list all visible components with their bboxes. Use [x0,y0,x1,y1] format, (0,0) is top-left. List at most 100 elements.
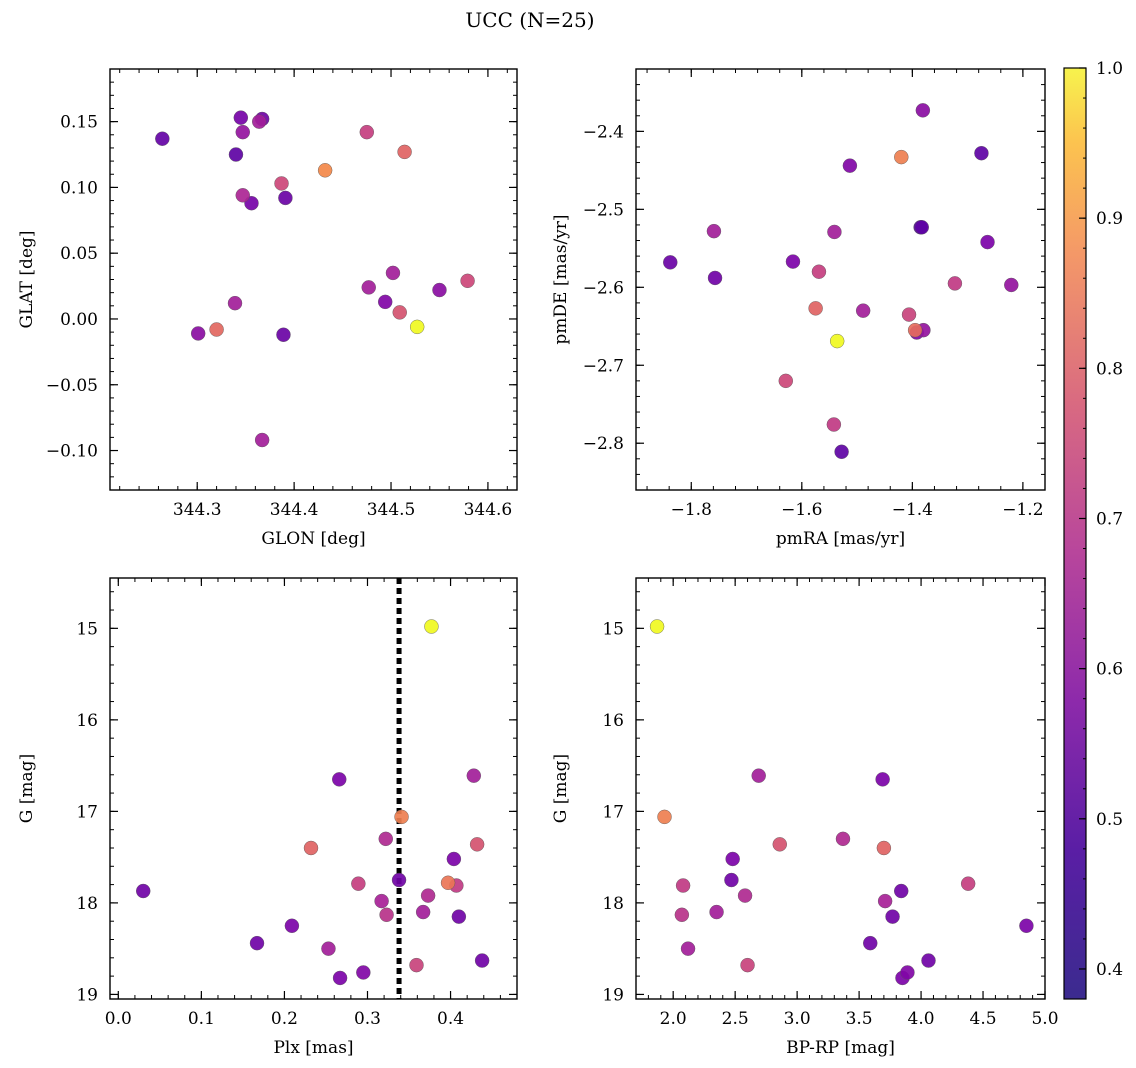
data-point [707,270,723,286]
data-point [907,322,923,338]
data-point [359,124,374,140]
x-tick-label: 3.5 [846,1009,873,1029]
panel-bprp-g: 2.0 2.5 3.0 3.5 4.0 4.5 5.0 15 16 17 18 19 BP-RP [ma… [551,577,1059,1058]
data-point [378,831,393,847]
colorbar: 0.4 0.5 0.6 0.7 0.8 0.9 1.0 [1063,59,1123,1000]
data-point [900,965,915,980]
data-point [356,965,371,980]
x-tick-label: 344.4 [270,500,319,520]
y-axis-label: GLAT [deg] [17,230,37,328]
data-point [649,619,665,634]
data-point [894,149,909,165]
data-point [675,878,691,893]
data-point [680,941,696,956]
data-point [772,837,787,852]
x-tick-label: 344.6 [464,500,513,520]
data-point [235,188,250,203]
x-tick-label: 0.2 [271,1009,298,1029]
data-point [915,103,931,118]
colorbar-tick-label: 0.6 [1096,660,1123,680]
data-point [842,158,858,173]
x-tick-label: −1.4 [892,500,933,520]
axes-frame [635,577,1046,1000]
data-point [424,619,439,634]
data-point [397,144,412,160]
panel-plx-g: 0.0 0.1 0.2 0.3 0.4 15 16 17 18 19 Plx [mas] G [mag… [17,577,518,1058]
y-tick-label: −2.6 [583,278,624,298]
data-point [706,223,722,239]
x-tick-label: 4.5 [970,1009,997,1029]
data-point [351,876,366,891]
data-point [317,163,333,178]
y-tick-label: 17 [76,802,98,822]
data-point [254,432,270,448]
data-point [252,114,267,129]
colorbar-tick-label: 0.8 [1096,359,1123,379]
x-axis-label: GLON [deg] [261,529,365,549]
data-point [446,851,462,867]
data-point [829,333,845,349]
x-axis-label: Plx [mas] [273,1038,353,1058]
data-point [409,319,425,335]
data-point [155,131,170,146]
data-point [190,326,206,341]
data-point [303,840,319,856]
data-point [332,772,347,787]
data-point [834,444,849,459]
data-point [276,327,291,342]
y-tick-label: −2.5 [583,200,624,220]
data-point [724,872,739,888]
colorbar-tick-label: 0.9 [1096,209,1123,229]
y-tick-label: 0.10 [60,178,98,198]
data-point [466,768,482,783]
x-tick-label: 0.0 [105,1009,132,1029]
colorbar-gradient [1063,67,1087,1000]
x-tick-label: −1.2 [1002,500,1043,520]
y-tick-label: 18 [76,894,98,914]
y-tick-label: −2.7 [583,356,624,376]
y-tick-label: −2.4 [583,122,624,142]
y-tick-label: 17 [602,802,624,822]
y-tick-label: −0.10 [46,442,98,462]
data-point [469,837,485,852]
y-tick-label: 15 [76,619,98,639]
x-tick-label: 2.0 [660,1009,687,1029]
data-point [785,254,801,269]
colorbar-tick-label: 1.0 [1096,59,1123,79]
data-point [876,840,892,856]
data-point [974,145,989,161]
x-tick-label: 3.0 [784,1009,811,1029]
data-point [420,888,436,903]
data-point [811,264,827,279]
data-point [885,909,900,924]
data-point [894,883,909,899]
data-point [385,265,401,281]
x-tick-label: 0.1 [188,1009,215,1029]
axes-frame [635,68,1046,491]
data-point [674,907,690,922]
x-tick-label: 5.0 [1031,1009,1058,1029]
data-point [278,190,293,206]
data-point [725,851,740,867]
data-point [914,220,929,235]
data-point [136,883,151,899]
y-tick-label: 0.05 [60,244,98,264]
data-point [980,234,995,250]
data-point [374,893,389,909]
data-point [740,957,755,973]
data-point [460,273,475,289]
data-point [855,303,871,318]
axes-frame [109,68,518,491]
x-tick-label: 344.3 [173,500,222,520]
axes-frame [109,577,518,1000]
data-point [249,935,265,951]
y-axis-label: G [mag] [17,754,37,823]
y-tick-label: −0.05 [46,376,98,396]
x-tick-label: 4.0 [908,1009,935,1029]
colorbar-tick-label: 0.7 [1096,509,1123,529]
figure-title: UCC (N=25) [465,8,594,32]
data-point [321,941,336,956]
data-point [751,768,766,783]
data-point [432,282,447,298]
data-point [440,875,456,890]
